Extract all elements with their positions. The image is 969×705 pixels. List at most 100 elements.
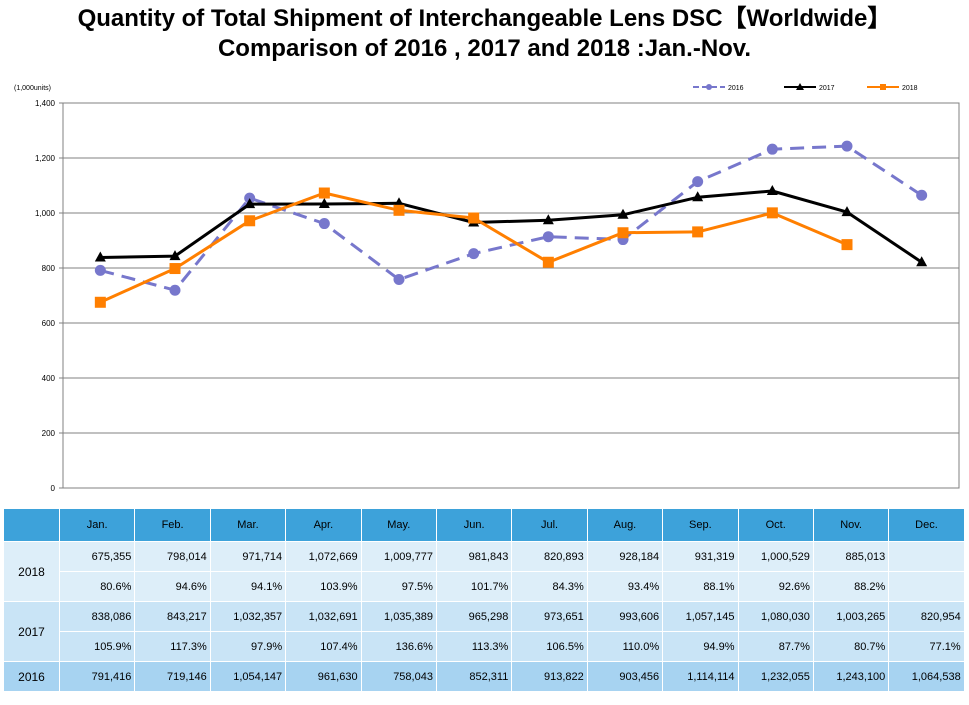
y-tick-label: 1,200 xyxy=(35,154,56,163)
series-2018-point xyxy=(766,207,778,219)
series-2018-point xyxy=(94,296,106,308)
units-cell: 1,032,357 xyxy=(209,601,287,632)
percent-cell: 88.2% xyxy=(812,571,890,602)
percent-cell xyxy=(888,571,965,602)
series-2018-point xyxy=(542,256,554,268)
percent-cell: 94.9% xyxy=(662,631,739,662)
units-cell: 981,843 xyxy=(435,541,513,572)
series-2016-point xyxy=(841,140,853,152)
units-cell xyxy=(888,541,965,572)
series-2018-point xyxy=(169,263,181,275)
series-2017-point xyxy=(393,197,405,208)
percent-cell: 136.6% xyxy=(360,631,437,662)
units-cell: 885,013 xyxy=(812,541,890,572)
series-2017-point xyxy=(617,208,629,219)
units-cell: 719,146 xyxy=(134,661,211,692)
year-label: 2018 xyxy=(3,541,60,602)
series-2018-point xyxy=(841,239,853,251)
percent-cell: 97.9% xyxy=(209,631,287,662)
units-cell: 1,054,147 xyxy=(209,661,287,692)
series-2018-point xyxy=(393,204,405,216)
table-corner-cell xyxy=(3,508,60,542)
units-cell: 1,009,777 xyxy=(360,541,437,572)
units-cell: 820,954 xyxy=(888,601,965,632)
table-row: 2016 791,416 719,146 1,054,147 961,630 758,04… xyxy=(3,661,965,692)
series-2016-point xyxy=(169,284,181,296)
chart-subtitle: Comparison of 2016 , 2017 and 2018 :Jan.… xyxy=(217,35,752,62)
legend-2018-label: 2018 xyxy=(902,85,918,92)
units-cell: 971,714 xyxy=(209,541,287,572)
month-header: May. xyxy=(360,508,437,542)
month-header: Jun. xyxy=(435,508,513,542)
legend-2018-marker xyxy=(880,84,886,90)
percent-cell: 80.7% xyxy=(812,631,890,662)
table-row: 105.9% 117.3% 97.9% 107.4% 136.6% 113.3% 106.5… xyxy=(4,631,965,662)
legend-2016-label: 2016 xyxy=(728,85,744,92)
legend-2017-label: 2017 xyxy=(819,85,835,92)
month-header: Apr. xyxy=(285,508,362,542)
series-2017-point xyxy=(916,256,928,267)
percent-cell: 103.9% xyxy=(285,571,362,602)
units-cell: 791,416 xyxy=(58,661,136,692)
percent-cell: 87.7% xyxy=(737,631,814,662)
units-cell: 1,114,114 xyxy=(662,661,739,692)
y-tick-label: 1,000 xyxy=(35,209,56,218)
y-tick-label: 1,400 xyxy=(35,99,56,108)
units-cell: 1,072,669 xyxy=(285,541,362,572)
series-2016-point xyxy=(94,264,106,276)
units-cell: 675,355 xyxy=(58,541,136,572)
percent-cell: 80.6% xyxy=(58,571,136,602)
month-header: Jul. xyxy=(511,508,588,542)
month-header: Feb. xyxy=(134,508,211,542)
table-row: 2017 838,086 843,217 1,032,357 1,032,691 1,03… xyxy=(3,601,965,662)
month-header: Mar. xyxy=(209,508,287,542)
y-tick-label: 800 xyxy=(42,264,56,273)
units-cell: 1,232,055 xyxy=(737,661,814,692)
units-cell: 820,893 xyxy=(511,541,588,572)
month-header: Dec. xyxy=(888,508,965,542)
percent-cell: 88.1% xyxy=(662,571,739,602)
month-header: Nov. xyxy=(812,508,890,542)
series-2016-point xyxy=(318,218,330,230)
legend-2016-marker xyxy=(706,84,712,90)
chart-title: Quantity of Total Shipment of Interchang… xyxy=(77,5,892,32)
percent-cell: 117.3% xyxy=(134,631,211,662)
series-2017-point xyxy=(244,198,256,209)
units-cell: 1,000,529 xyxy=(737,541,814,572)
percent-cell: 84.3% xyxy=(511,571,588,602)
series-2017-point xyxy=(169,250,181,261)
table-row: 80.6% 94.6% 94.1% 103.9% 97.5% 101.7% 84.3% 93.… xyxy=(4,571,965,602)
units-cell: 838,086 xyxy=(58,601,136,632)
units-cell: 1,064,538 xyxy=(888,661,965,692)
series-2016-point xyxy=(542,231,554,243)
units-cell: 1,243,100 xyxy=(812,661,890,692)
table-row: 2018 675,355 798,014 971,714 1,072,669 1,009,… xyxy=(3,541,965,602)
units-cell: 1,032,691 xyxy=(285,601,362,632)
percent-cell: 92.6% xyxy=(737,571,814,602)
units-cell: 903,456 xyxy=(586,661,664,692)
percent-cell: 94.6% xyxy=(134,571,211,602)
plot-area xyxy=(62,102,960,489)
units-cell: 758,043 xyxy=(360,661,437,692)
series-2017-line xyxy=(100,189,923,264)
units-cell: 913,822 xyxy=(511,661,588,692)
series-2016-point xyxy=(468,248,480,260)
percent-cell: 94.1% xyxy=(209,571,287,602)
units-cell: 1,035,389 xyxy=(360,601,437,632)
units-cell: 1,003,265 xyxy=(812,601,890,632)
units-cell: 961,630 xyxy=(285,661,362,692)
units-cell: 1,080,030 xyxy=(737,601,814,632)
legend-2017-marker xyxy=(796,83,804,90)
y-tick-label: 600 xyxy=(42,319,56,328)
line-chart: (1,000units) 0 200 400 600 800 1,000 1,200 1,40… xyxy=(14,83,960,493)
percent-cell: 77.1% xyxy=(888,631,965,662)
units-cell: 852,311 xyxy=(435,661,513,692)
year-label: 2017 xyxy=(3,601,60,662)
series-2016-point xyxy=(692,176,704,188)
month-header: Jan. xyxy=(58,508,136,542)
data-table: Jan. Feb. Mar. Apr. May. Jun. Jul. Aug. Sep. Oct.… xyxy=(3,508,965,692)
series-2017-point xyxy=(318,198,330,209)
y-tick-label: 400 xyxy=(42,374,56,383)
percent-cell: 106.5% xyxy=(511,631,588,662)
month-header: Aug. xyxy=(586,508,664,542)
